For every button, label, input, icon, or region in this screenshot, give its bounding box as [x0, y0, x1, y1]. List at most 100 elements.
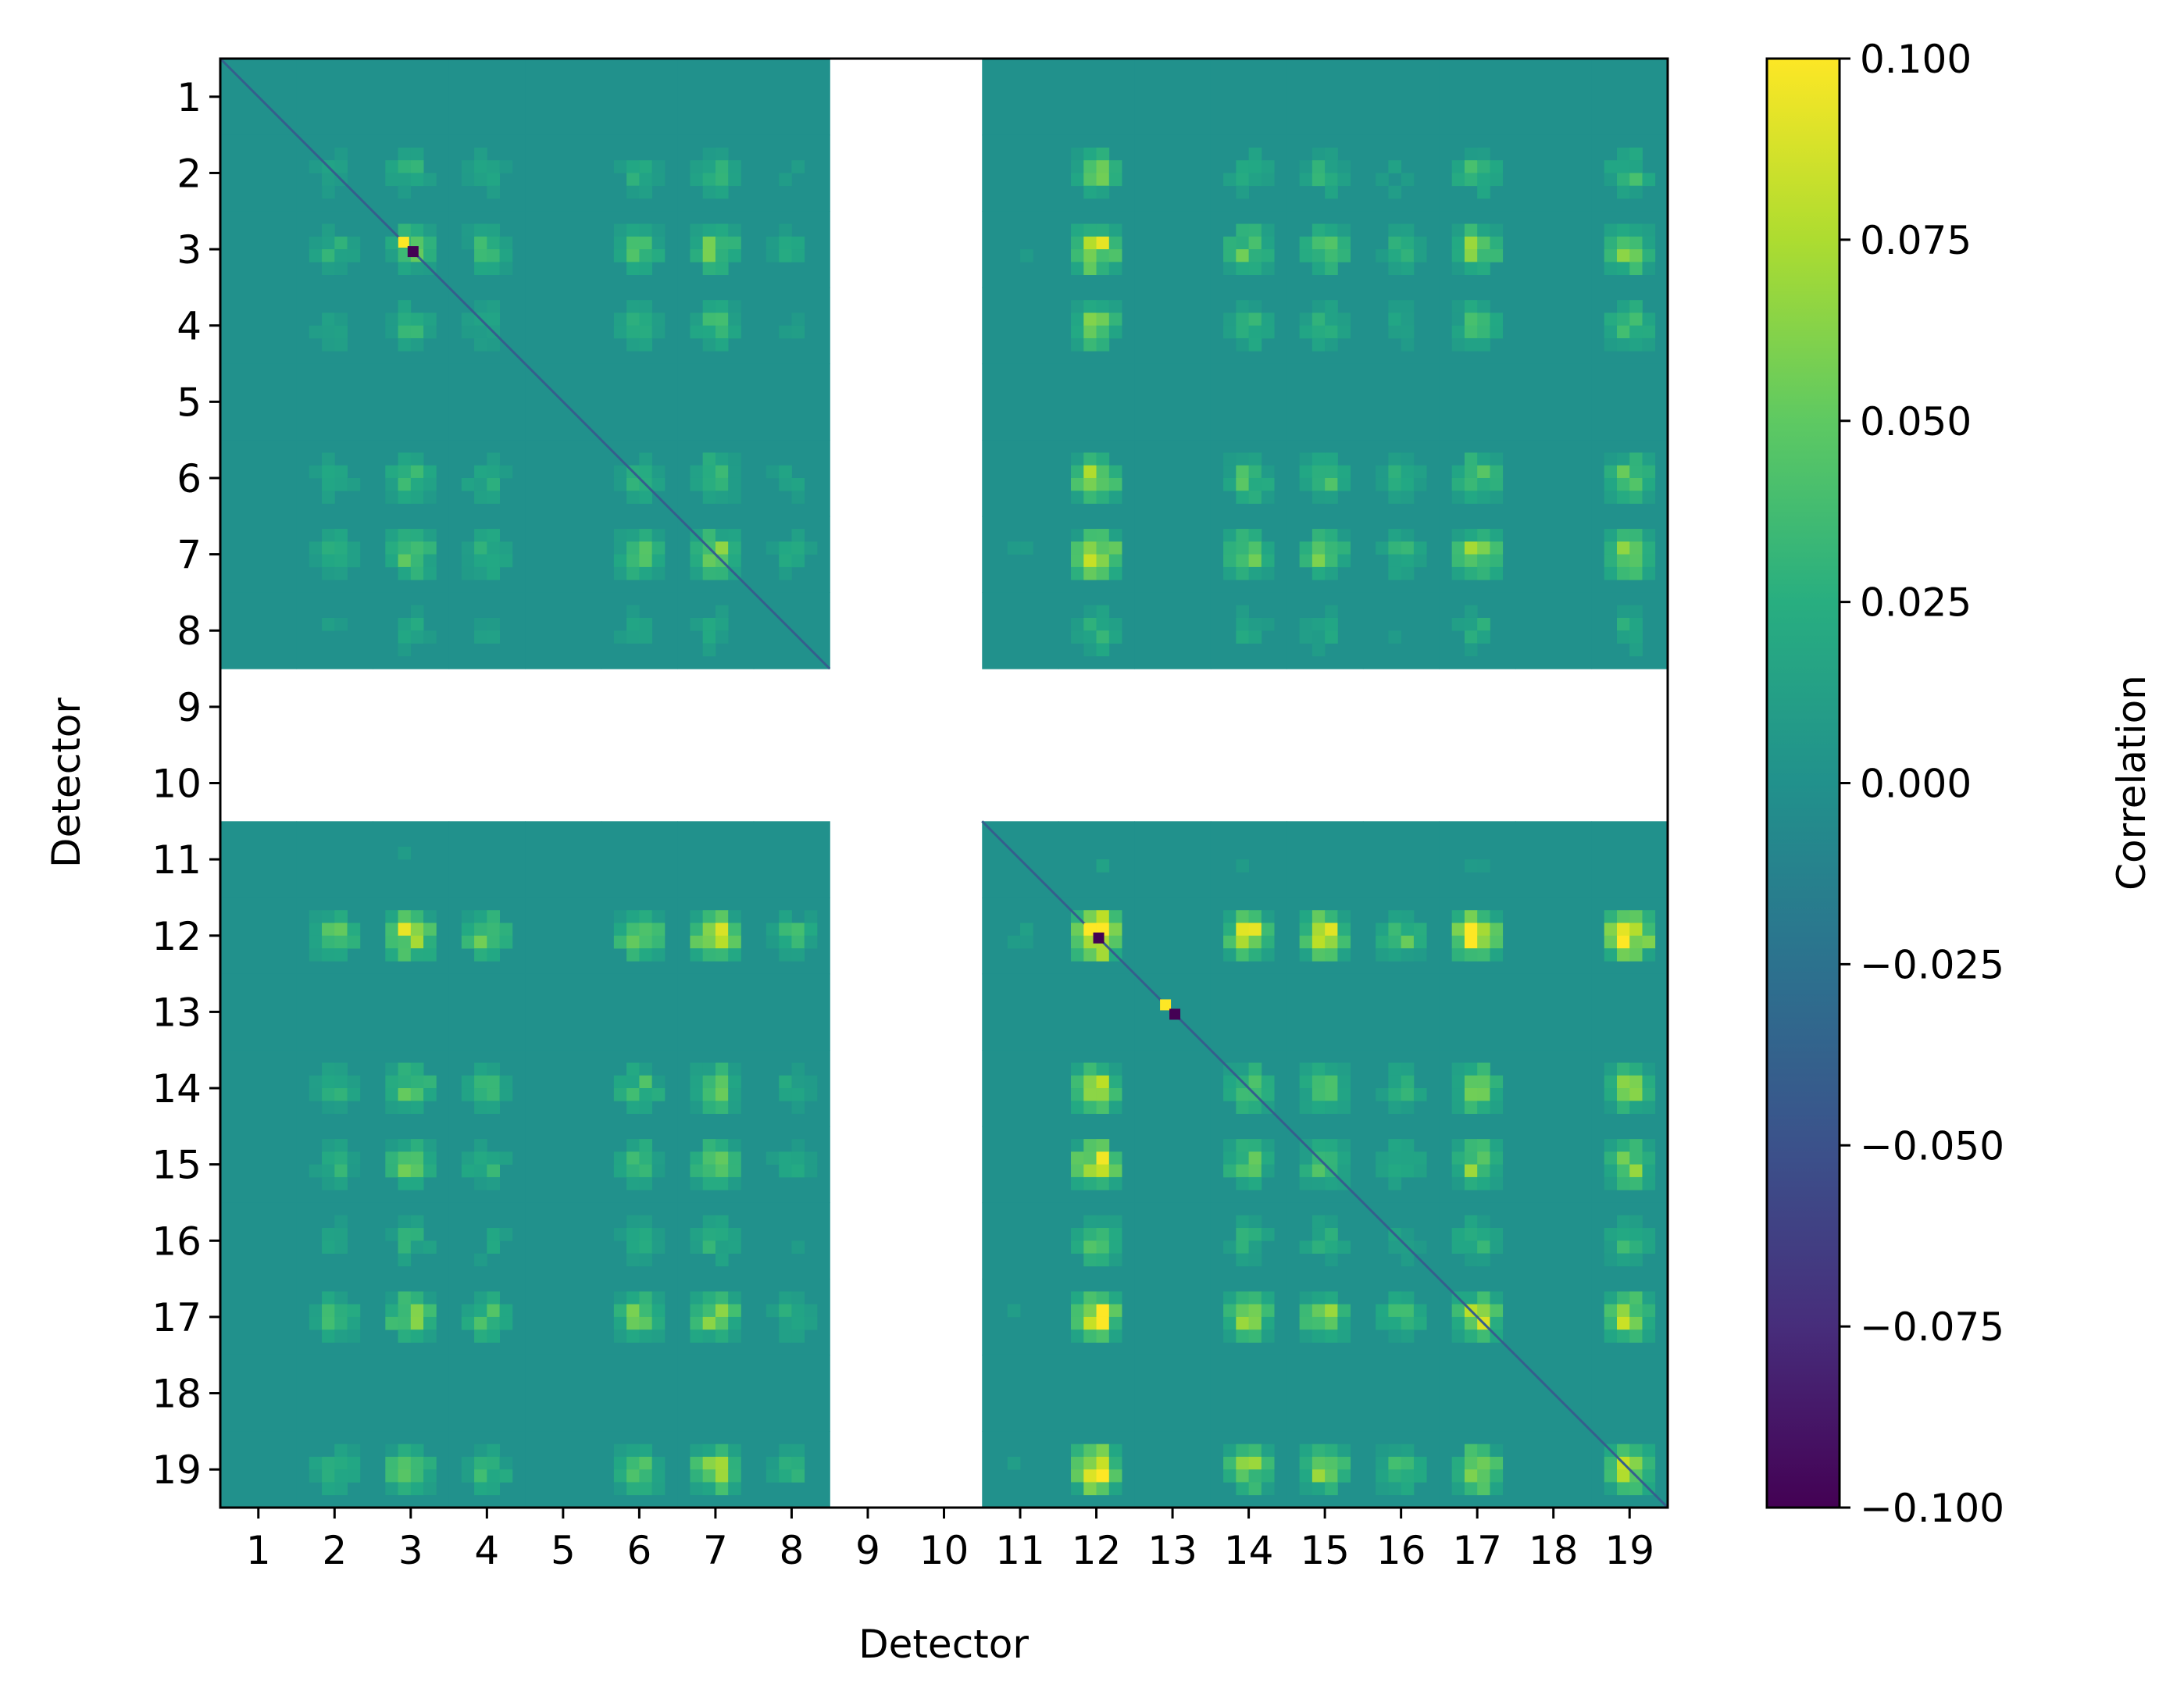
heatmap-subcell	[613, 1469, 627, 1483]
heatmap-subcell	[728, 1456, 741, 1470]
heatmap-subcell	[651, 566, 666, 580]
heatmap-cell-16-15	[1286, 1202, 1364, 1280]
heatmap-subcell	[1413, 923, 1427, 937]
heatmap-subcell	[613, 923, 627, 937]
heatmap-subcell	[1248, 1101, 1262, 1114]
heatmap-subcell	[1248, 1469, 1262, 1483]
heatmap-subcell	[702, 1304, 716, 1318]
heatmap-subcell	[499, 935, 513, 949]
heatmap-cell-13-12	[1058, 973, 1135, 1051]
heatmap-cell-8-5	[525, 592, 602, 669]
heatmap-cell-1-12	[1058, 59, 1135, 136]
heatmap-subcell	[1413, 1456, 1427, 1470]
heatmap-subcell	[1223, 529, 1237, 542]
heatmap-subcell	[499, 1075, 513, 1089]
heatmap-subcell	[309, 1316, 323, 1330]
heatmap-subcell	[1020, 923, 1033, 937]
heatmap-subcell	[690, 1062, 704, 1076]
heatmap-subcell	[1477, 337, 1490, 352]
heatmap-subcell	[1223, 1088, 1237, 1101]
heatmap-subcell	[1248, 1151, 1262, 1165]
heatmap-subcell	[1223, 554, 1237, 568]
heatmap-cell-background	[1134, 1279, 1212, 1356]
heatmap-subcell	[1325, 1176, 1338, 1190]
heatmap-cell-4-11	[982, 287, 1059, 365]
heatmap-subcell	[487, 529, 500, 542]
heatmap-cell-background	[220, 592, 298, 669]
heatmap-subcell	[1096, 1215, 1110, 1229]
heatmap-subcell	[461, 1151, 475, 1165]
heatmap-subcell	[690, 223, 704, 237]
heatmap-subcell	[626, 1139, 640, 1152]
heatmap-subcell	[1401, 337, 1415, 352]
heatmap-cell-8-17	[1439, 592, 1516, 669]
heatmap-subcell	[639, 236, 653, 250]
heatmap-subcell	[613, 236, 627, 250]
heatmap-subcell	[398, 223, 412, 237]
heatmap-subcell	[1616, 1215, 1630, 1229]
heatmap-subcell	[779, 1469, 792, 1483]
heatmap-subcell	[779, 236, 792, 250]
heatmap-cell-5-15	[1286, 363, 1364, 441]
heatmap-subcell	[702, 910, 716, 923]
heatmap-subcell	[1071, 1482, 1084, 1496]
heatmap-subcell	[1236, 1469, 1250, 1483]
heatmap-subcell	[702, 1316, 716, 1330]
heatmap-subcell	[690, 1444, 704, 1458]
heatmap-cell-8-13	[1134, 592, 1212, 669]
heatmap-subcell	[1477, 1482, 1490, 1496]
heatmap-subcell	[1071, 160, 1084, 173]
heatmap-subcell	[1261, 541, 1275, 555]
heatmap-subcell	[626, 325, 640, 339]
heatmap-subcell	[1451, 1075, 1465, 1089]
heatmap-subcell	[423, 325, 437, 339]
heatmap-subcell	[1096, 617, 1110, 631]
heatmap-subcell	[423, 223, 437, 237]
heatmap-cell-background	[525, 211, 602, 288]
heatmap-subcell	[1401, 1469, 1415, 1483]
heatmap-subcell	[728, 923, 741, 937]
heatmap-subcell	[1325, 1291, 1338, 1305]
heatmap-cell-19-19	[1591, 1431, 1668, 1508]
heatmap-subcell	[1337, 223, 1351, 237]
heatmap-subcell	[1083, 566, 1097, 580]
heatmap-subcell	[626, 541, 640, 555]
heatmap-subcell	[1616, 1329, 1630, 1343]
heatmap-subcell	[1223, 910, 1237, 923]
heatmap-subcell	[347, 1329, 361, 1343]
heatmap-subcell	[1477, 1101, 1490, 1114]
heatmap-subcell	[423, 1304, 437, 1318]
heatmap-subcell	[1236, 566, 1250, 580]
heatmap-cell-2-16	[1362, 134, 1440, 212]
heatmap-cell-background	[220, 287, 298, 365]
heatmap-subcell	[1629, 1101, 1643, 1114]
heatmap-subcell	[1096, 1176, 1110, 1190]
heatmap-subcell	[1477, 554, 1490, 568]
y-tick-label: 9	[177, 685, 202, 730]
heatmap-subcell	[728, 1482, 741, 1496]
heatmap-subcell	[1096, 491, 1110, 504]
heatmap-subcell	[1299, 477, 1313, 491]
heatmap-subcell	[715, 1291, 729, 1305]
heatmap-subcell	[626, 1075, 640, 1089]
heatmap-subcell	[779, 948, 792, 962]
heatmap-subcell	[626, 1316, 640, 1330]
heatmap-subcell	[309, 910, 323, 923]
heatmap-subcell	[385, 1456, 398, 1470]
heatmap-subcell	[410, 1240, 424, 1254]
heatmap-subcell	[651, 554, 666, 568]
heatmap-subcell	[1388, 452, 1402, 466]
heatmap-subcell	[626, 617, 640, 631]
heatmap-cell-15-12	[1058, 1126, 1135, 1204]
heatmap-subcell	[1642, 236, 1656, 250]
heatmap-subcell	[1236, 160, 1250, 173]
heatmap-subcell	[487, 300, 500, 313]
heatmap-subcell	[651, 1316, 666, 1330]
heatmap-subcell	[322, 1291, 335, 1305]
heatmap-subcell	[334, 337, 348, 352]
heatmap-subcell	[1223, 312, 1237, 327]
heatmap-subcell	[1223, 452, 1237, 466]
heatmap-subcell	[1299, 935, 1313, 949]
heatmap-cell-17-19	[1591, 1279, 1668, 1356]
